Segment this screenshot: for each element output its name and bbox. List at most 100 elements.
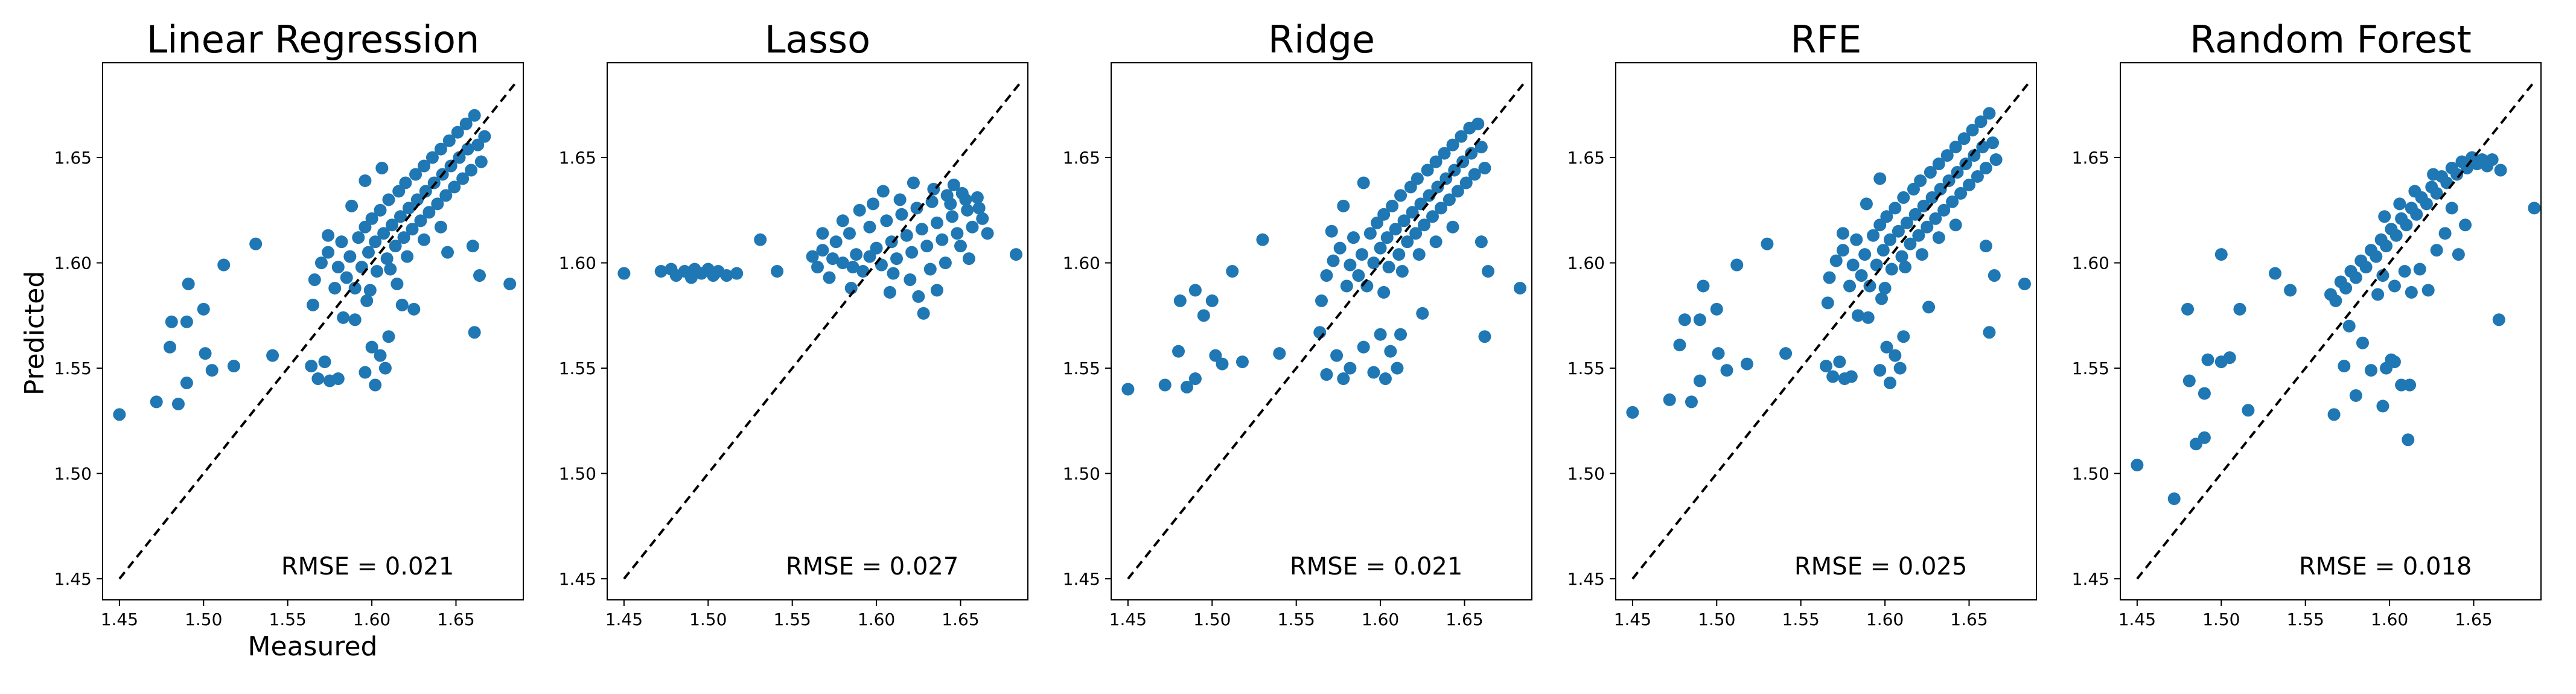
data-point: [1942, 174, 1956, 187]
identity-line: [623, 83, 1021, 580]
data-point: [343, 250, 357, 263]
data-point: [1820, 360, 1832, 373]
data-point: [1897, 191, 1910, 204]
data-point: [880, 214, 893, 228]
data-point: [1209, 349, 1222, 362]
data-point: [418, 233, 431, 246]
data-point: [1188, 284, 1202, 297]
data-point: [1320, 368, 1333, 381]
data-point: [426, 151, 439, 164]
data-point: [199, 347, 212, 360]
data-point: [1880, 210, 1893, 223]
data-point: [1904, 237, 1917, 250]
data-point: [883, 285, 896, 299]
plot-frame: [102, 62, 524, 600]
data-point: [1273, 347, 1286, 360]
data-point: [907, 176, 920, 189]
data-point: [322, 246, 335, 259]
data-point: [962, 252, 975, 266]
data-point: [1710, 302, 1723, 316]
data-point: [1394, 328, 1408, 341]
data-point: [410, 193, 424, 206]
data-point: [1431, 180, 1444, 194]
data-point: [961, 203, 974, 217]
data-point: [348, 313, 362, 326]
data-point: [1429, 235, 1443, 249]
data-point: [730, 267, 744, 280]
x-tick-label: 1.60: [353, 610, 391, 629]
data-point: [1337, 199, 1350, 212]
data-point: [1979, 240, 1992, 253]
data-point: [1455, 130, 1468, 143]
data-point: [2408, 185, 2421, 198]
x-tick-label: 1.50: [689, 610, 727, 629]
data-point: [893, 193, 907, 206]
data-point: [1446, 138, 1459, 151]
data-point: [1446, 220, 1459, 234]
data-point: [930, 216, 943, 229]
data-point: [407, 302, 421, 316]
data-point: [382, 193, 395, 206]
x-tick-label: 1.60: [858, 610, 895, 629]
rmse-annotation: RMSE = 0.021: [281, 553, 454, 581]
data-point: [966, 220, 979, 234]
x-tick-label: 1.55: [2287, 610, 2324, 629]
data-point: [1914, 174, 1927, 187]
y-tick-label: 1.65: [1063, 148, 1100, 168]
x-tick-label: 1.45: [2119, 610, 2156, 629]
y-tick-label: 1.55: [54, 358, 92, 378]
data-point: [2223, 351, 2236, 365]
y-tick-label: 1.55: [2072, 358, 2109, 378]
x-tick-label: 1.55: [774, 610, 811, 629]
data-point: [1327, 254, 1340, 267]
data-point: [853, 203, 866, 217]
data-point: [936, 233, 949, 246]
data-point: [474, 155, 488, 168]
data-point: [164, 340, 177, 354]
data-point: [406, 223, 419, 236]
data-point: [418, 159, 431, 173]
data-point: [1833, 355, 1846, 369]
data-point: [171, 397, 185, 410]
data-point: [1697, 279, 1710, 293]
data-point: [348, 281, 362, 294]
data-point: [1471, 117, 1485, 130]
data-point: [1946, 195, 1959, 208]
identity-line: [2136, 83, 2534, 580]
data-point: [384, 263, 397, 276]
y-tick-label: 1.45: [2072, 569, 2109, 589]
data-point: [1158, 378, 1172, 392]
data-point: [427, 176, 441, 189]
data-point: [448, 180, 461, 194]
data-point: [377, 227, 391, 240]
data-point: [1377, 285, 1391, 299]
data-point: [1382, 261, 1395, 274]
plot-frame: [2120, 62, 2542, 600]
data-point: [389, 240, 402, 253]
data-point: [182, 277, 195, 290]
data-point: [1934, 182, 1947, 196]
data-point: [1409, 227, 1423, 240]
data-point: [1173, 294, 1187, 307]
data-point: [365, 212, 378, 225]
data-point: [1761, 237, 1774, 250]
data-point: [1673, 339, 1686, 352]
data-point: [947, 178, 960, 191]
data-point: [1475, 235, 1488, 249]
data-point: [2131, 459, 2144, 472]
data-point: [461, 142, 474, 156]
data-point: [363, 284, 377, 297]
data-point: [976, 212, 989, 225]
data-point: [850, 248, 863, 261]
data-point: [1867, 229, 1880, 242]
data-point: [2400, 218, 2413, 232]
x-tick-label: 1.60: [1866, 610, 1904, 629]
data-point: [890, 252, 904, 266]
data-point: [1374, 241, 1387, 255]
data-point: [1475, 141, 1488, 154]
data-point: [836, 214, 849, 228]
data-point: [1380, 231, 1394, 244]
data-point: [2327, 408, 2341, 421]
x-tick-label: 1.55: [269, 610, 307, 629]
data-point: [1392, 248, 1406, 261]
